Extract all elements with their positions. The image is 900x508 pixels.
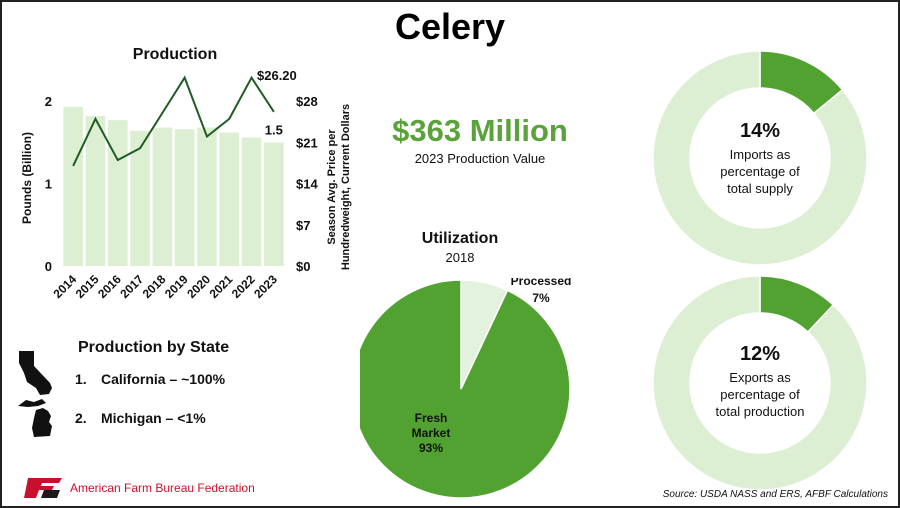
- exports-donut-chart: [652, 275, 868, 491]
- imports-desc-3: total supply: [727, 181, 793, 196]
- afbf-name: American Farm Bureau Federation: [70, 481, 255, 495]
- imports-desc-1: Imports as: [729, 147, 791, 162]
- donut-rest-segment: [652, 275, 868, 491]
- price-data-label: $26.20: [257, 68, 297, 83]
- bar-2023: [264, 142, 284, 266]
- fresh-label-2: Market: [412, 426, 451, 440]
- state-rank: 2.: [75, 410, 87, 426]
- bar-data-label: 1.5: [265, 122, 283, 137]
- x-tick-label: 2017: [117, 272, 146, 301]
- y-left-tick: 0: [45, 259, 52, 274]
- x-tick-label: 2021: [207, 272, 236, 301]
- afbf-logo-icon: [24, 478, 62, 498]
- state-rank: 1.: [75, 371, 87, 387]
- michigan-icon: [18, 399, 52, 437]
- fresh-label-1: Fresh: [415, 411, 448, 425]
- bar-2020: [197, 127, 217, 267]
- y-right-tick: $7: [296, 218, 310, 233]
- production-value: $363 Million: [392, 113, 568, 148]
- x-tick-label: 2014: [50, 272, 79, 301]
- price-line: [72, 75, 275, 167]
- exports-donut-label: 12% Exports as percentage of total produ…: [690, 343, 830, 420]
- x-tick-label: 2023: [251, 272, 280, 301]
- imports-desc-2: percentage of: [720, 164, 800, 179]
- exports-desc-3: total production: [715, 404, 805, 419]
- bar-2018: [152, 127, 173, 267]
- x-tick-label: 2019: [162, 272, 191, 301]
- source-note: Source: USDA NASS and ERS, AFBF Calculat…: [662, 489, 888, 500]
- x-tick-label: 2016: [95, 272, 124, 301]
- afbf-logo-block: American Farm Bureau Federation: [24, 478, 255, 498]
- production-by-state-title: Production by State: [78, 339, 230, 356]
- y-right-axis-label-2: Hundredweight, Current Dollars: [340, 104, 352, 270]
- state-text: California – ~100%: [101, 371, 226, 387]
- processed-label: Processed: [511, 278, 572, 288]
- imports-pct: 14%: [739, 120, 781, 142]
- production-value-caption: 2023 Production Value: [414, 151, 546, 166]
- exports-pct: 12%: [739, 343, 781, 365]
- exports-desc-1: Exports as: [729, 370, 791, 385]
- state-item-michigan: 2. Michigan – <1%: [75, 410, 206, 426]
- y-left-axis-label: Pounds (Billion): [20, 132, 34, 224]
- bar-2016: [107, 120, 128, 266]
- bar-2019: [174, 129, 195, 266]
- page-title: Celery: [394, 6, 506, 47]
- bar-2021: [219, 132, 240, 266]
- utilization-title: Utilization: [421, 230, 499, 247]
- x-tick-label: 2020: [184, 272, 213, 301]
- x-tick-label: 2022: [229, 272, 258, 301]
- y-left-tick: 1: [45, 177, 52, 192]
- bar-2017: [130, 130, 150, 266]
- fresh-pct: 93%: [419, 441, 443, 455]
- production-chart: 0 1 2 $0 $7 $14 $21 $28 201420152016201720182019…: [20, 68, 352, 301]
- y-right-tick: $0: [296, 259, 310, 274]
- donut-rest-segment: [652, 50, 868, 266]
- bar-2014: [63, 106, 83, 266]
- x-tick-label: 2018: [140, 272, 169, 301]
- bar-2022: [241, 137, 262, 266]
- y-right-tick: $14: [296, 177, 318, 192]
- bar-2015: [85, 116, 106, 266]
- exports-desc-2: percentage of: [720, 387, 800, 402]
- utilization-year: 2018: [445, 250, 475, 265]
- state-item-california: 1. California – ~100%: [75, 371, 225, 387]
- y-left-tick: 2: [45, 94, 52, 109]
- y-right-tick: $21: [296, 135, 318, 150]
- imports-donut-chart: [652, 50, 868, 266]
- production-chart-title: Production: [132, 46, 218, 63]
- state-text: Michigan – <1%: [101, 410, 206, 426]
- pie-slice-1: [360, 279, 571, 499]
- x-tick-label: 2015: [73, 272, 102, 301]
- y-right-tick: $28: [296, 94, 318, 109]
- processed-pct: 7%: [532, 291, 550, 305]
- california-icon: [19, 351, 52, 395]
- imports-donut-label: 14% Imports as percentage of total suppl…: [700, 120, 820, 197]
- y-right-axis-label-1: Season Avg. Price per: [326, 129, 338, 245]
